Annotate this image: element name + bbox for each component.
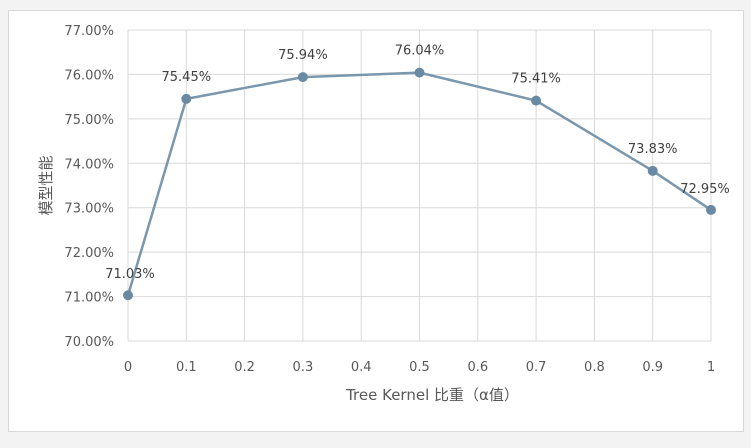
x-tick-label: 0.6 xyxy=(467,360,488,375)
x-axis-ticks: 0 0.1 0.2 0.3 0.4 0.5 0.6 0.7 0.8 0.9 1 xyxy=(124,360,715,375)
y-tick-label: 75.00% xyxy=(64,113,114,128)
data-label: 75.45% xyxy=(162,70,212,85)
x-tick-label: 0.7 xyxy=(526,360,547,375)
x-tick-label: 0.8 xyxy=(584,360,605,375)
data-point xyxy=(123,290,133,301)
y-axis-title: 模型性能 xyxy=(37,155,55,215)
data-label: 76.04% xyxy=(395,44,445,59)
data-point xyxy=(181,93,192,104)
data-point xyxy=(647,165,658,176)
x-tick-label: 1 xyxy=(707,360,715,375)
x-tick-label: 0.3 xyxy=(293,360,314,375)
data-point xyxy=(297,72,308,83)
y-tick-label: 72.00% xyxy=(64,246,114,261)
data-labels: 71.03% 75.45% 75.94% 76.04% 75.41% 73.83% 72.9… xyxy=(105,44,730,283)
data-label: 72.95% xyxy=(680,182,730,197)
y-tick-label: 74.00% xyxy=(64,157,114,172)
data-point xyxy=(531,95,542,106)
y-tick-label: 71.00% xyxy=(64,291,114,306)
x-tick-label: 0.4 xyxy=(351,360,372,375)
x-tick-label: 0.1 xyxy=(176,360,197,375)
y-tick-label: 73.00% xyxy=(64,202,114,217)
x-tick-label: 0 xyxy=(124,360,132,375)
y-tick-label: 77.00% xyxy=(64,24,114,39)
data-point xyxy=(414,67,425,78)
x-tick-label: 0.5 xyxy=(409,360,430,375)
data-point xyxy=(706,204,716,215)
y-tick-label: 76.00% xyxy=(64,68,114,83)
x-axis-title: Tree Kernel 比重（α值） xyxy=(345,386,519,404)
data-label: 73.83% xyxy=(628,142,678,157)
data-label: 71.03% xyxy=(105,267,155,282)
x-tick-label: 0.2 xyxy=(234,360,255,375)
y-tick-label: 70.00% xyxy=(64,335,114,350)
chart-frame xyxy=(8,10,744,432)
y-axis-ticks: 70.00% 71.00% 72.00% 73.00% 74.00% 75.00% 76.0… xyxy=(64,24,114,350)
x-tick-label: 0.9 xyxy=(642,360,663,375)
data-label: 75.94% xyxy=(278,48,328,63)
data-label: 75.41% xyxy=(511,72,561,87)
vertical-gridlines xyxy=(127,30,712,341)
series-group xyxy=(123,67,716,301)
